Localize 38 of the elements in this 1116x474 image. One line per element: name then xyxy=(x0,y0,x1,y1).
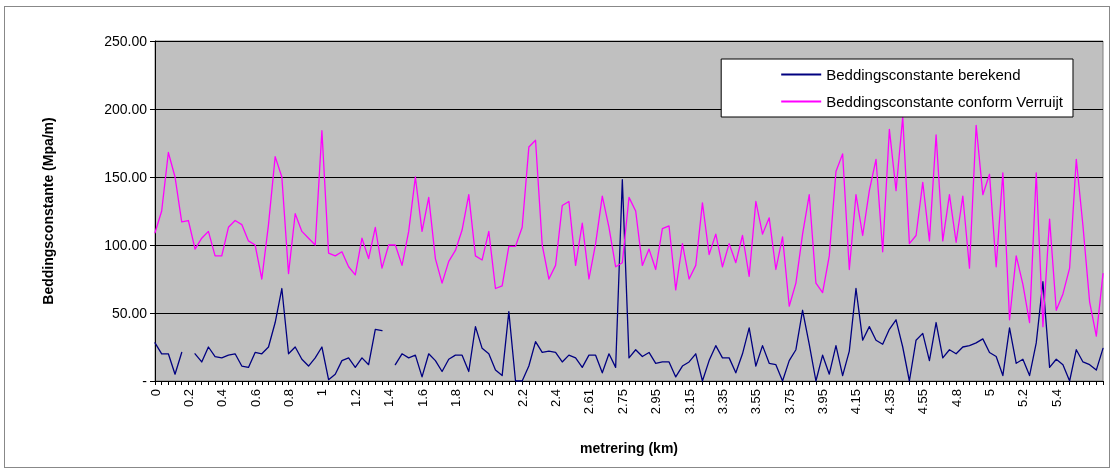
x-tick-label: 2.2 xyxy=(514,389,530,408)
legend-label: Beddingsconstante conform Verruijt xyxy=(826,93,1064,110)
y-tick-label: 50.00 xyxy=(111,305,148,321)
x-tick-label: 2.61 xyxy=(581,389,597,415)
x-tick-label: 2.95 xyxy=(648,389,664,415)
x-tick-label: 0.8 xyxy=(281,389,297,408)
legend-label: Beddingsconstante berekend xyxy=(826,66,1021,83)
x-tick-label: 1.6 xyxy=(414,389,430,408)
x-tick-label: 3.15 xyxy=(681,389,697,415)
y-axis-title: Beddingsconstante (Mpa/m) xyxy=(40,117,56,305)
x-tick-label: 3.95 xyxy=(815,389,831,415)
x-tick-label: 2.75 xyxy=(614,389,630,415)
y-tick-label: 150.00 xyxy=(104,169,148,185)
x-tick-label: 4.55 xyxy=(915,389,931,415)
y-tick-label: 100.00 xyxy=(104,237,148,253)
x-tick-label: 4.35 xyxy=(881,389,897,415)
x-tick-label: 2 xyxy=(481,389,497,397)
x-tick-label: 4.15 xyxy=(848,389,864,415)
x-tick-label: 0 xyxy=(147,389,163,397)
x-tick-label: 0.2 xyxy=(180,389,196,408)
x-tick-label: 2.4 xyxy=(548,389,564,408)
x-tick-label: 5.2 xyxy=(1015,389,1031,408)
y-tick-label: 200.00 xyxy=(104,101,148,117)
y-tick-label: 250.00 xyxy=(104,33,148,49)
x-tick-label: 1.4 xyxy=(381,389,397,408)
x-tick-label: 1.2 xyxy=(347,389,363,408)
x-tick-label: 1.8 xyxy=(447,389,463,408)
x-tick-label: 1 xyxy=(314,389,330,397)
x-tick-label: 5.4 xyxy=(1048,389,1064,408)
x-axis-title: metrering (km) xyxy=(579,440,679,456)
x-tick-label: 5 xyxy=(982,389,998,397)
x-tick-label: 0.4 xyxy=(214,389,230,408)
x-tick-label: 3.35 xyxy=(714,389,730,415)
y-tick-label: - xyxy=(142,373,148,389)
x-tick-label: 3.75 xyxy=(781,389,797,415)
x-tick-label: 0.6 xyxy=(247,389,263,408)
x-tick-label: 3.55 xyxy=(748,389,764,415)
x-tick-label: 4.8 xyxy=(948,389,964,408)
